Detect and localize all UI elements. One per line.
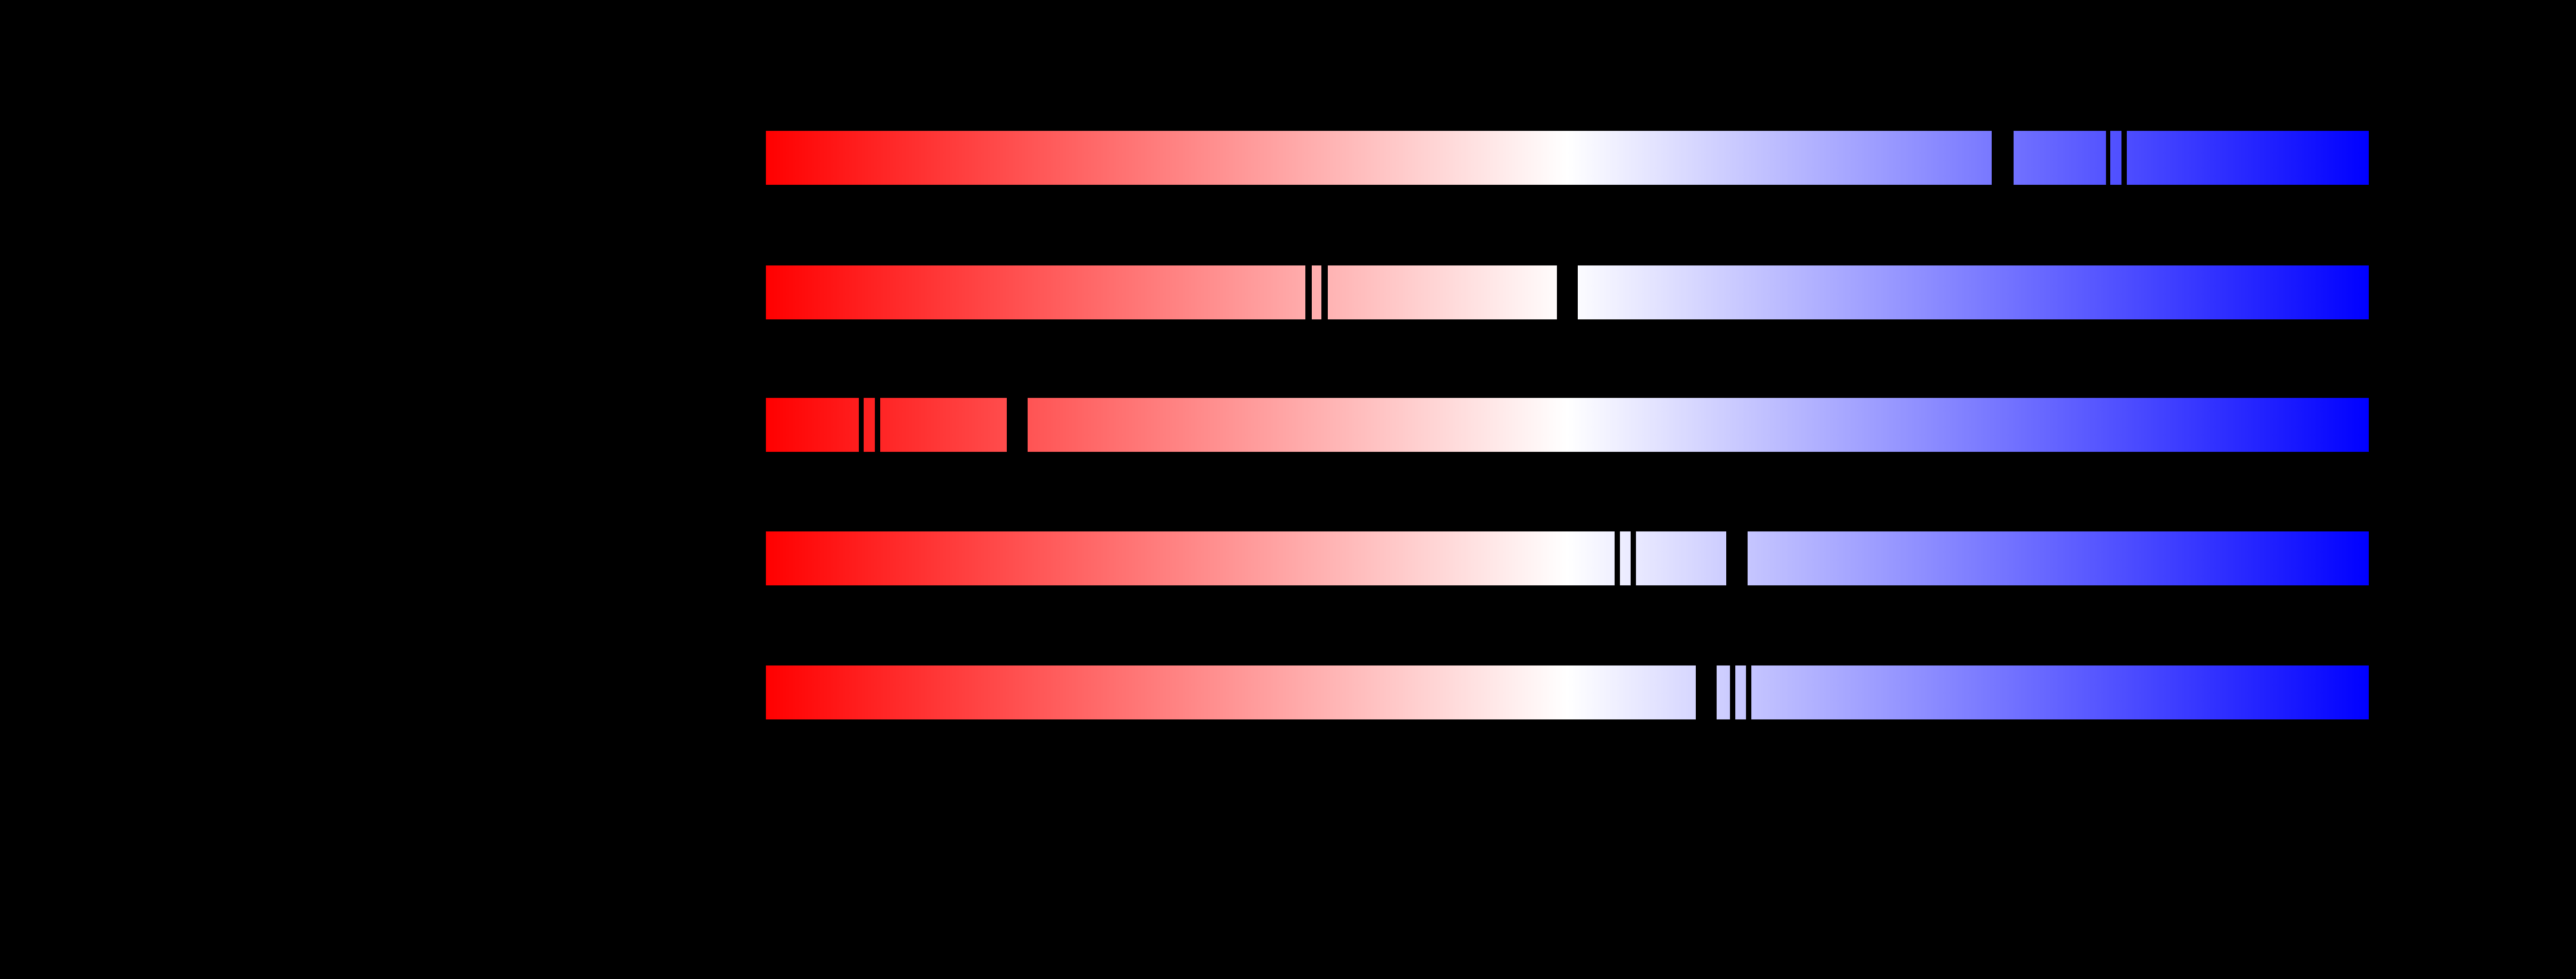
tick-gap-thin	[1631, 531, 1636, 585]
tick-gap-wide	[1992, 131, 2014, 185]
gradient-bar-row-2	[766, 265, 2369, 319]
tick-gap-thin	[1615, 531, 1620, 585]
tick-gap-wide	[1007, 398, 1028, 452]
gradient-bar-row-5	[766, 665, 2369, 719]
tick-gap-thin	[2106, 131, 2110, 185]
gradient-bar-row-3	[766, 398, 2369, 452]
tick-gap-thin	[1730, 665, 1735, 719]
tick-gap-thin	[1305, 265, 1312, 319]
tick-gap-wide	[1557, 265, 1578, 319]
tick-gap-thin	[859, 398, 864, 452]
tick-gap-wide	[1726, 531, 1748, 585]
tick-gap-thin	[1746, 665, 1751, 719]
gradient-bar-row-4	[766, 531, 2369, 585]
tick-gap-thin	[875, 398, 880, 452]
tick-gap-wide	[1696, 665, 1717, 719]
tick-gap-thin	[1321, 265, 1328, 319]
gradient-bar-row-1	[766, 131, 2369, 185]
tick-gap-thin	[2121, 131, 2127, 185]
